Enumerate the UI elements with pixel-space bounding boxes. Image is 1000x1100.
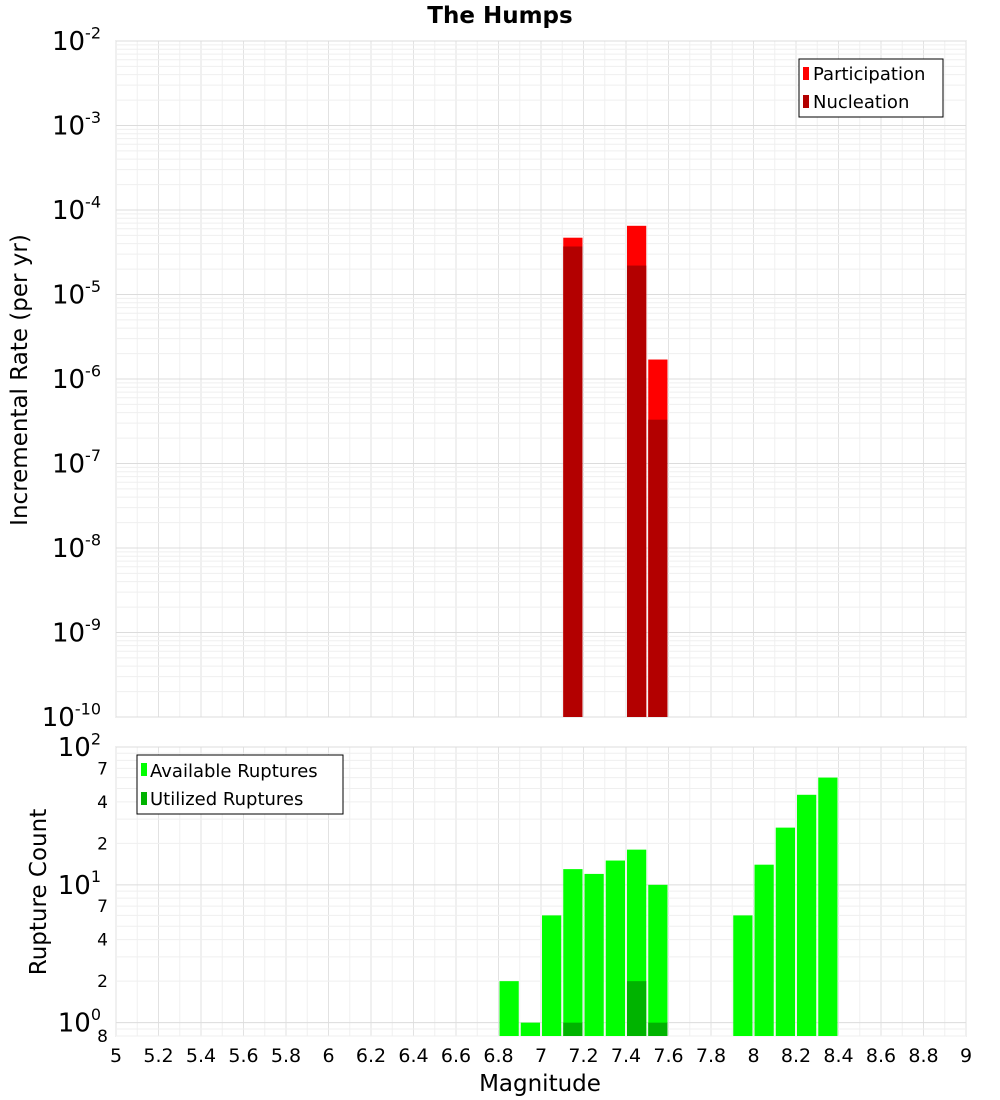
legend-swatch-available (141, 763, 147, 776)
x-tick-label: 7.8 (696, 1045, 726, 1067)
y-tick-label: 100 (58, 1005, 101, 1039)
bottom-bar-utilized-ruptures (627, 981, 647, 1036)
x-tick-label: 5.8 (271, 1045, 301, 1067)
x-tick-label: 5.6 (228, 1045, 258, 1067)
y-tick-label: 10-8 (52, 530, 101, 564)
bottom-bar-available-ruptures (733, 915, 753, 1036)
x-tick-label: 7 (535, 1045, 547, 1067)
bottom-bar-available-ruptures (499, 981, 519, 1036)
y-minor-tick-label: 7 (97, 897, 108, 917)
legend-label-participation: Participation (813, 64, 925, 85)
y-tick-label: 10-3 (52, 108, 101, 142)
y-tick-label: 10-7 (52, 446, 101, 480)
x-tick-labels: 5 5.2 5.4 5.6 5.8 6 6.2 6.4 6.6 6.8 7 7.2 7.4 7.6 7.8 8… (110, 1045, 972, 1067)
bottom-legend: Available Ruptures Utilized Ruptures (136, 754, 344, 815)
y-minor-tick-label: 4 (97, 931, 108, 951)
x-tick-label: 6.8 (483, 1045, 513, 1067)
y-tick-label: 10-4 (52, 192, 101, 226)
chart-title: The Humps (427, 3, 572, 29)
x-tick-label: 8.2 (781, 1045, 811, 1067)
x-tick-label: 6.6 (441, 1045, 471, 1067)
bottom-bar-utilized-ruptures (648, 1022, 668, 1036)
y-tick-label: 10-5 (52, 277, 101, 311)
y-minor-tick-label: 2 (97, 834, 108, 854)
y-tick-label: 10-9 (52, 615, 101, 649)
bottom-bar-available-ruptures (818, 777, 838, 1036)
y-tick-label: 10-6 (52, 361, 101, 395)
x-tick-label: 7.4 (611, 1045, 641, 1067)
x-tick-label: 5 (110, 1045, 122, 1067)
bottom-bar-available-ruptures (584, 873, 604, 1036)
bottom-bar-available-ruptures (563, 869, 583, 1036)
bottom-y-tick-labels: 100 101 102 8 2 4 7 2 4 7 (58, 729, 108, 1047)
x-tick-label: 7.2 (568, 1045, 598, 1067)
x-tick-label: 8.8 (908, 1045, 938, 1067)
y-tick-label: 10-2 (52, 23, 101, 57)
bottom-bar-available-ruptures (520, 1022, 540, 1036)
legend-label-nucleation: Nucleation (813, 92, 909, 113)
y-tick-label: 10-10 (42, 699, 101, 733)
bottom-bar-available-ruptures (542, 915, 562, 1036)
legend-label-utilized: Utilized Ruptures (150, 789, 303, 810)
bottom-bar-available-ruptures (605, 860, 625, 1036)
top-gridlines (115, 40, 967, 718)
y-minor-tick-label: 7 (97, 759, 108, 779)
top-bar-nucleation (563, 246, 583, 718)
bottom-bar-available-ruptures (754, 864, 774, 1036)
top-legend-box (798, 58, 944, 118)
x-tick-label: 6 (322, 1045, 334, 1067)
bottom-y-axis-label: Rupture Count (26, 809, 52, 975)
bottom-legend-box (136, 754, 344, 815)
x-tick-label: 8.4 (823, 1045, 853, 1067)
x-tick-label: 6.2 (356, 1045, 386, 1067)
x-tick-label: 8.6 (866, 1045, 896, 1067)
x-tick-label: 5.2 (143, 1045, 173, 1067)
y-tick-label: 102 (58, 729, 101, 763)
top-bars (563, 225, 668, 718)
legend-swatch-utilized (141, 792, 147, 805)
bottom-bar-available-ruptures (648, 884, 668, 1036)
x-tick-label: 7.6 (653, 1045, 683, 1067)
bottom-bar-available-ruptures (775, 827, 795, 1036)
x-axis-label: Magnitude (479, 1071, 601, 1097)
y-minor-tick-label: 8 (97, 1027, 108, 1047)
bottom-bar-available-ruptures (797, 794, 817, 1036)
x-tick-label: 5.4 (186, 1045, 216, 1067)
bottom-bars (499, 777, 838, 1036)
x-tick-label: 6.4 (398, 1045, 428, 1067)
top-legend: Participation Nucleation (798, 58, 944, 118)
x-tick-label: 8 (747, 1045, 759, 1067)
top-bar-nucleation (627, 265, 647, 717)
x-tick-label: 9 (960, 1045, 972, 1067)
top-y-tick-labels: 10-10 10-9 10-8 10-7 10-6 10-5 10-4 10-3 10-2 (42, 23, 101, 733)
top-y-axis-label: Incremental Rate (per yr) (7, 234, 33, 526)
legend-label-available: Available Ruptures (150, 761, 318, 782)
legend-swatch-nucleation (803, 95, 809, 108)
legend-swatch-participation (803, 67, 809, 80)
y-minor-tick-label: 2 (97, 972, 108, 992)
y-tick-label: 101 (58, 867, 101, 901)
top-bar-nucleation (648, 419, 668, 717)
y-minor-tick-label: 4 (97, 793, 108, 813)
bottom-bar-utilized-ruptures (563, 1022, 583, 1036)
